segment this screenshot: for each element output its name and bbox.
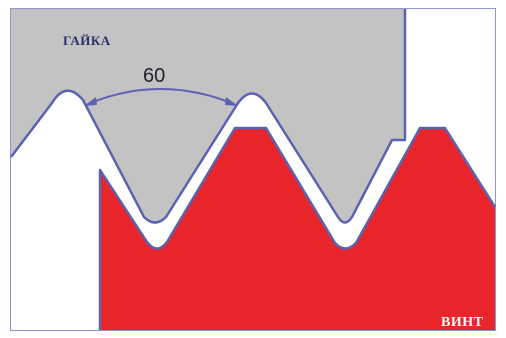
angle-arrow-left xyxy=(84,97,97,106)
screw-thread-outline xyxy=(98,126,497,330)
screw-label: ВИНТ xyxy=(441,315,484,330)
nut-label: ГАЙКА xyxy=(63,33,111,48)
angle-label: 60 xyxy=(143,65,165,87)
nut-thread-outline xyxy=(10,9,407,224)
angle-arrow-right xyxy=(225,97,238,106)
angle-arc xyxy=(87,88,235,105)
nut-body xyxy=(11,9,405,223)
screw-body xyxy=(100,128,495,330)
